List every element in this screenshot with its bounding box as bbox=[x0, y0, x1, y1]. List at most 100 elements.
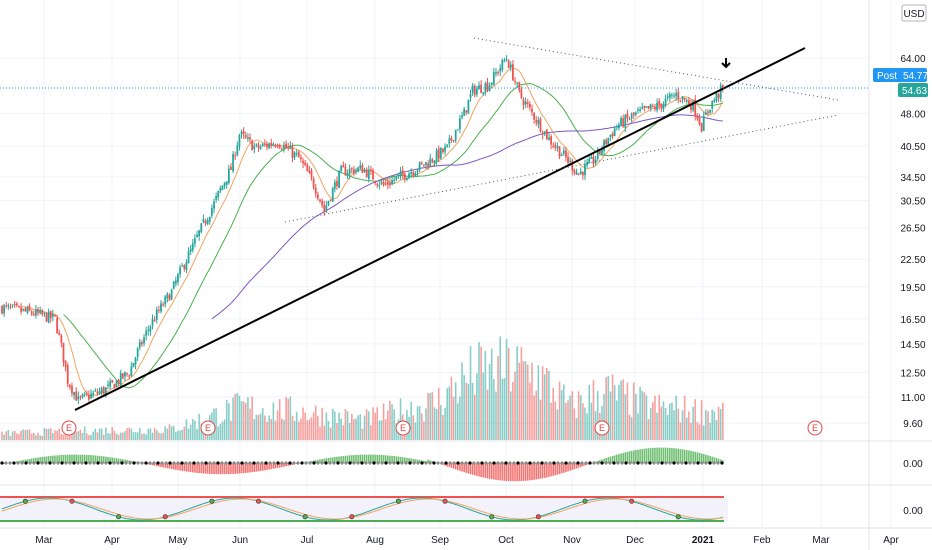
indicator-1-bar bbox=[83, 454, 86, 463]
indicator-1-marker bbox=[428, 461, 432, 465]
candle-body bbox=[147, 329, 150, 331]
indicator-1-bar bbox=[134, 461, 137, 463]
indicator-1-marker bbox=[660, 461, 664, 465]
candle-body bbox=[581, 171, 584, 176]
indicator-1-bar bbox=[242, 463, 245, 474]
volume-bar bbox=[56, 430, 58, 440]
indicator-1-bar bbox=[228, 463, 230, 475]
indicator-1-marker bbox=[236, 461, 240, 465]
indicator-1-bar bbox=[225, 463, 228, 475]
candle-body bbox=[225, 181, 228, 185]
volume-bar bbox=[611, 374, 614, 440]
earnings-marker-label: E bbox=[66, 423, 72, 433]
volume-bar bbox=[295, 411, 298, 440]
candle-body bbox=[77, 396, 80, 400]
indicator-1-bar bbox=[160, 463, 162, 467]
indicator-panel-2 bbox=[0, 496, 728, 522]
indicator-1-marker bbox=[452, 461, 456, 465]
candle-body bbox=[656, 102, 658, 111]
triangle-upper-line[interactable] bbox=[473, 37, 839, 101]
indicator-1-bar bbox=[124, 459, 126, 463]
volume-bar bbox=[268, 415, 270, 440]
candle-body bbox=[336, 180, 338, 187]
volume-bar bbox=[448, 386, 451, 440]
x-tick-label: Sep bbox=[431, 535, 449, 546]
candle-body bbox=[363, 169, 366, 172]
candle-body bbox=[420, 163, 423, 165]
volume-bar bbox=[490, 348, 493, 440]
earnings-marker-icon[interactable] bbox=[807, 420, 823, 436]
candle-body bbox=[427, 163, 430, 167]
indicator-1-bar bbox=[365, 454, 368, 463]
candle-body bbox=[592, 156, 595, 164]
indicator-1-bar bbox=[490, 463, 493, 480]
indicator-1-bar bbox=[467, 463, 470, 474]
candle-body bbox=[348, 168, 351, 175]
volume-bar bbox=[543, 374, 546, 440]
candle-body bbox=[603, 140, 605, 152]
candle-body bbox=[439, 147, 442, 158]
candle-body bbox=[90, 393, 92, 399]
candle-body bbox=[308, 170, 311, 173]
volume-bar bbox=[319, 426, 321, 440]
indicator-1-bar bbox=[172, 463, 175, 470]
volume-bar bbox=[367, 411, 370, 440]
volume-bar bbox=[132, 432, 135, 440]
candle-body bbox=[238, 135, 241, 147]
indicator-1-bar bbox=[700, 453, 703, 463]
indicator-1-marker bbox=[112, 461, 116, 465]
volume-bar bbox=[656, 412, 658, 440]
indicator-1-bar bbox=[79, 454, 82, 463]
indicator-1-bar bbox=[208, 463, 211, 474]
candle-body bbox=[300, 157, 302, 160]
currency-badge[interactable] bbox=[901, 4, 927, 22]
volume-bar bbox=[592, 380, 595, 440]
candle-body bbox=[598, 150, 601, 154]
indicator-1-marker bbox=[144, 461, 148, 465]
indicator-1-marker bbox=[68, 461, 72, 465]
candle-body bbox=[297, 151, 300, 158]
candle-body bbox=[444, 146, 446, 152]
indicator-1-marker bbox=[276, 461, 280, 465]
indicator-1-marker bbox=[576, 461, 580, 465]
candle-body bbox=[448, 138, 451, 144]
candle-body bbox=[64, 360, 67, 368]
candle-body bbox=[571, 160, 574, 171]
earnings-marker-icon[interactable] bbox=[395, 420, 411, 436]
candle-body bbox=[100, 388, 103, 393]
indicator-1-bar bbox=[423, 460, 425, 463]
volume-bar bbox=[160, 433, 162, 440]
support-trendline[interactable] bbox=[74, 47, 806, 411]
indicator-1-marker bbox=[568, 461, 572, 465]
candle-body bbox=[429, 158, 432, 167]
candle-body bbox=[490, 82, 493, 85]
volume-bar bbox=[187, 428, 190, 440]
candle-body bbox=[325, 205, 328, 210]
earnings-marker-icon[interactable] bbox=[61, 420, 77, 436]
volume-bar bbox=[556, 409, 559, 440]
earnings-marker-icon[interactable] bbox=[200, 420, 216, 436]
indicator-1-bar bbox=[331, 457, 334, 463]
candle-body bbox=[353, 169, 355, 174]
indicator-1-bar bbox=[510, 463, 512, 482]
indicator-1-bar bbox=[238, 463, 241, 474]
indicator-1-bar bbox=[247, 463, 249, 473]
candle-body bbox=[280, 148, 283, 150]
earnings-marker-icon[interactable] bbox=[594, 420, 610, 436]
volume-bar bbox=[410, 401, 412, 440]
indicator-1-bar bbox=[102, 456, 105, 463]
candle-body bbox=[157, 309, 160, 311]
indicator-1-marker bbox=[384, 461, 388, 465]
indicator-1-bar bbox=[605, 458, 607, 463]
indicator-1-bar bbox=[717, 458, 720, 463]
candle-body bbox=[223, 182, 226, 187]
volume-bar bbox=[473, 394, 476, 440]
candle-body bbox=[632, 112, 635, 115]
indicator-1-marker bbox=[488, 461, 492, 465]
indicator-1-bar bbox=[376, 454, 379, 463]
indicator-1-marker bbox=[500, 461, 504, 465]
indicator-1-marker bbox=[200, 461, 204, 465]
indicator-1-marker bbox=[624, 461, 628, 465]
